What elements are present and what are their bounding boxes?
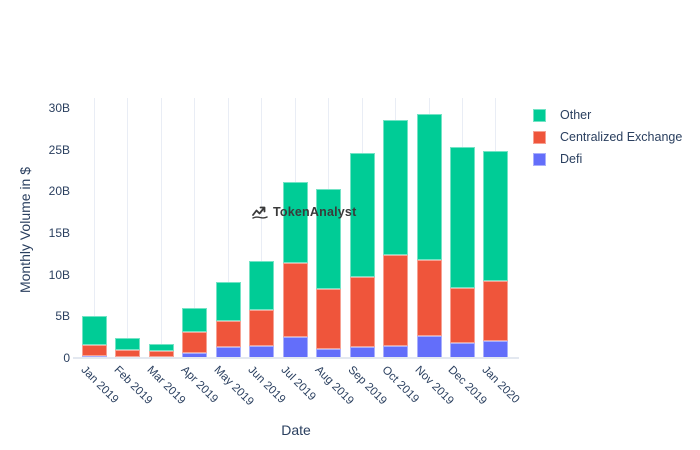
legend-label: Other bbox=[560, 108, 592, 122]
bar-segment-centralized-exchange[interactable] bbox=[182, 332, 208, 353]
y-tick-label: 30B bbox=[48, 101, 70, 115]
y-tick-label: 15B bbox=[48, 226, 70, 240]
bar-segment-other[interactable] bbox=[383, 119, 409, 255]
bar-segment-centralized-exchange[interactable] bbox=[383, 254, 409, 347]
bar-segment-defi[interactable] bbox=[282, 337, 308, 358]
gridline bbox=[261, 98, 263, 358]
legend-item-defi[interactable]: Defi bbox=[530, 148, 682, 170]
bar-segment-defi[interactable] bbox=[483, 340, 509, 358]
legend: Other Centralized Exchange Defi bbox=[530, 104, 682, 170]
watermark-label: TokenAnalyst bbox=[273, 205, 357, 219]
bar-segment-centralized-exchange[interactable] bbox=[249, 309, 275, 346]
bar-segment-other[interactable] bbox=[182, 308, 208, 333]
legend-swatch bbox=[533, 152, 546, 166]
gridline bbox=[127, 98, 129, 358]
y-tick-label: 0 bbox=[63, 351, 70, 365]
bar-nov-2019 bbox=[416, 113, 442, 358]
bar-segment-centralized-exchange[interactable] bbox=[148, 351, 174, 358]
bar-segment-defi[interactable] bbox=[349, 347, 375, 358]
bar-segment-centralized-exchange[interactable] bbox=[449, 288, 475, 343]
trend-up-icon bbox=[252, 206, 268, 219]
bar-segment-other[interactable] bbox=[483, 150, 509, 282]
y-axis-title: Monthly Volume in $ bbox=[17, 166, 33, 294]
bar-segment-defi[interactable] bbox=[383, 346, 409, 358]
bar-sep-2019 bbox=[349, 153, 375, 358]
bar-feb-2019 bbox=[115, 337, 141, 358]
bar-segment-centralized-exchange[interactable] bbox=[416, 259, 442, 337]
y-tick-label: 5B bbox=[55, 309, 70, 324]
bar-segment-defi[interactable] bbox=[449, 343, 475, 358]
legend-item-other[interactable]: Other bbox=[530, 104, 682, 126]
bar-aug-2019 bbox=[316, 188, 342, 358]
bar-segment-other[interactable] bbox=[82, 316, 107, 345]
bar-apr-2019 bbox=[182, 308, 208, 358]
tokenanalyst-watermark: TokenAnalyst bbox=[252, 205, 356, 219]
y-tick-label: 20B bbox=[48, 184, 70, 199]
legend-item-centralized-exchange[interactable]: Centralized Exchange bbox=[530, 126, 682, 148]
bar-jun-2019 bbox=[249, 261, 275, 358]
bar-segment-defi[interactable] bbox=[82, 355, 107, 358]
plot-area bbox=[75, 98, 517, 358]
bar-segment-other[interactable] bbox=[249, 261, 275, 310]
x-axis-line bbox=[73, 357, 519, 359]
bar-jul-2019 bbox=[282, 182, 308, 358]
bar-segment-centralized-exchange[interactable] bbox=[483, 281, 509, 341]
bar-segment-defi[interactable] bbox=[215, 347, 241, 358]
bar-segment-other[interactable] bbox=[215, 282, 241, 321]
bar-segment-centralized-exchange[interactable] bbox=[215, 320, 241, 348]
y-tick-label: 10B bbox=[48, 267, 70, 282]
gridline bbox=[194, 98, 196, 358]
bar-segment-other[interactable] bbox=[115, 337, 141, 351]
bar-segment-defi[interactable] bbox=[416, 336, 442, 358]
bar-jan-2019 bbox=[82, 316, 107, 358]
bar-segment-defi[interactable] bbox=[182, 353, 208, 358]
y-tick-label: 25B bbox=[48, 142, 70, 157]
bar-oct-2019 bbox=[383, 119, 409, 358]
legend-label: Defi bbox=[560, 152, 583, 166]
bar-segment-other[interactable] bbox=[316, 188, 342, 289]
bar-segment-other[interactable] bbox=[148, 344, 174, 352]
bar-segment-defi[interactable] bbox=[316, 348, 342, 358]
legend-swatch bbox=[533, 108, 546, 122]
bar-segment-centralized-exchange[interactable] bbox=[316, 288, 342, 349]
legend-swatch bbox=[533, 130, 546, 144]
bar-jan-2020 bbox=[483, 150, 509, 358]
x-axis-title: Date bbox=[281, 422, 311, 438]
bar-may-2019 bbox=[215, 282, 241, 358]
bar-segment-other[interactable] bbox=[416, 113, 442, 260]
legend-label: Centralized Exchange bbox=[560, 130, 683, 144]
bar-segment-other[interactable] bbox=[449, 147, 475, 288]
bar-segment-centralized-exchange[interactable] bbox=[282, 263, 308, 338]
gridline bbox=[160, 98, 162, 358]
bar-segment-other[interactable] bbox=[282, 182, 308, 264]
bar-segment-other[interactable] bbox=[349, 153, 375, 278]
gridline bbox=[227, 98, 229, 358]
bar-segment-centralized-exchange[interactable] bbox=[115, 350, 141, 357]
bar-segment-centralized-exchange[interactable] bbox=[82, 344, 107, 356]
gridline bbox=[94, 98, 95, 358]
bar-segment-defi[interactable] bbox=[249, 345, 275, 358]
bar-mar-2019 bbox=[148, 344, 174, 358]
bar-dec-2019 bbox=[449, 147, 475, 358]
bar-segment-centralized-exchange[interactable] bbox=[349, 277, 375, 348]
